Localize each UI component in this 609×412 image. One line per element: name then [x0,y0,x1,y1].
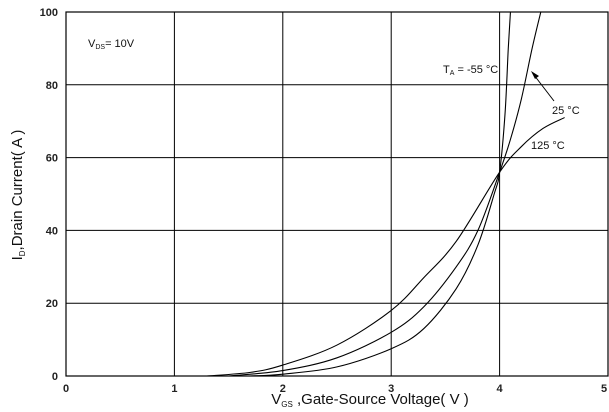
curves [206,12,565,376]
vds-annotation: VDS= 10V [88,38,135,51]
x-tick-label: 4 [497,383,504,395]
t25-arrowhead [531,71,539,79]
x-tick-label: 2 [280,383,286,395]
y-tick-label: 100 [40,7,58,19]
x-tick-label: 1 [171,383,177,395]
x-tick-label: 0 [63,383,69,395]
plot-frame [65,11,609,377]
x-tick-label: 3 [388,383,394,395]
t125-label: 125 °C [531,140,565,152]
ta-minus55-label: TA = -55 °C [443,64,498,77]
x-axis-label: VGS ,Gate-Source Voltage( V ) [271,391,469,409]
y-tick-label: 20 [46,298,58,310]
t25-leader-line [533,74,555,102]
y-tick-label: 80 [46,80,58,92]
t25-label: 25 °C [552,105,580,117]
y-tick-label: 60 [46,153,58,165]
x-tick-label: 5 [601,383,607,395]
x-tick-labels: 0 1 2 3 4 5 [63,383,607,395]
y-tick-label: 40 [46,225,58,237]
curve-t25 [228,12,542,376]
y-tick-labels: 0 20 40 60 80 100 [40,7,58,383]
y-axis-label: ID,Drain Current( A ) [9,130,27,261]
curve-ta-minus55 [250,12,511,376]
grid [66,12,608,376]
y-tick-label: 0 [52,371,58,383]
curve-t125 [206,117,565,376]
